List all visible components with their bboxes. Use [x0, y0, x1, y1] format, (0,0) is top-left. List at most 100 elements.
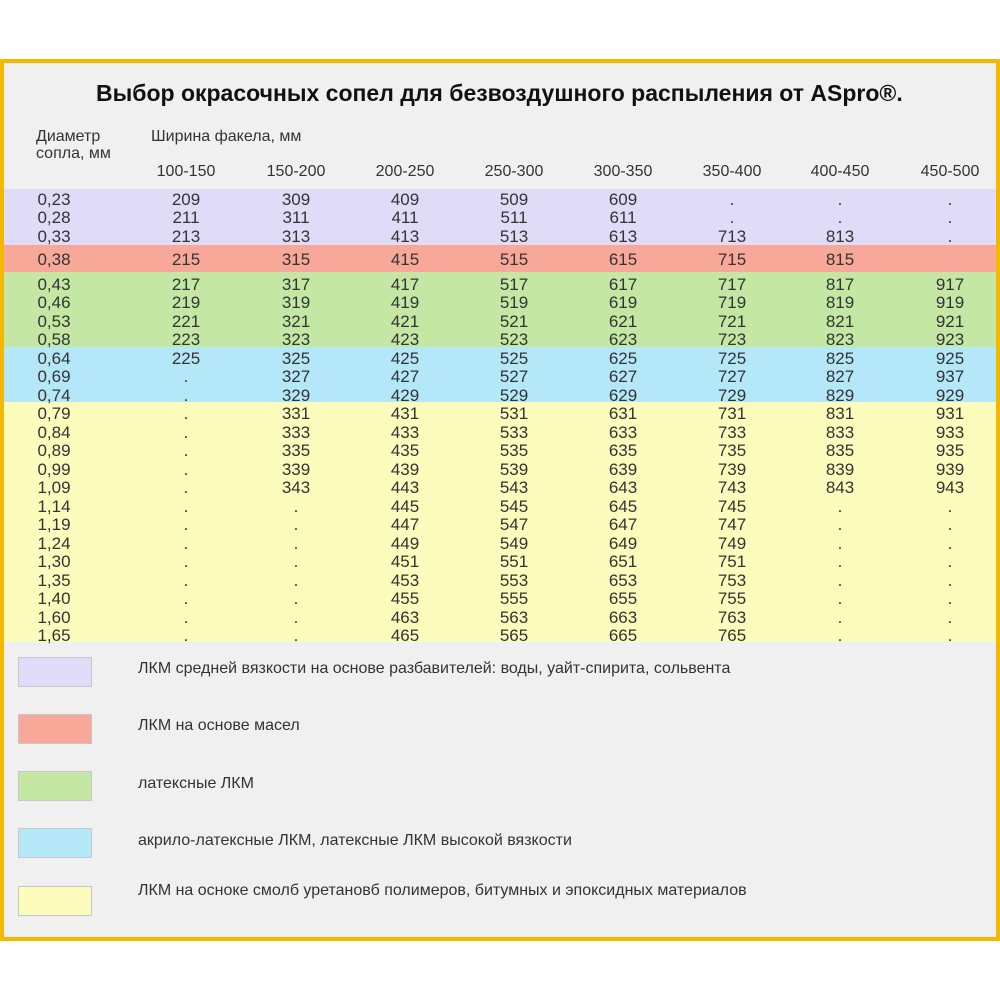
nozzle-code-cell: 721: [717, 312, 747, 331]
nozzle-code-cell: 511: [500, 208, 528, 227]
nozzle-code-cell: .: [947, 589, 953, 608]
nozzle-code-cell: 221: [171, 312, 201, 331]
nozzle-diameter-cell: 0,74: [37, 386, 71, 405]
nozzle-code-cell: 417: [390, 275, 420, 294]
nozzle-code-cell: 463: [390, 608, 420, 627]
nozzle-code-cell: 821: [825, 312, 855, 331]
nozzle-code-cell: 439: [390, 460, 420, 479]
nozzle-code-cell: 425: [390, 349, 420, 368]
legend-label: латексные ЛКМ: [138, 775, 254, 792]
nozzle-code-cell: 723: [717, 330, 747, 349]
nozzle-code-cell: .: [837, 190, 843, 209]
nozzle-diameter-cell: 0,28: [37, 208, 71, 227]
nozzle-code-cell: 645: [608, 497, 638, 516]
nozzle-code-cell: .: [293, 497, 299, 516]
width-range-header: 200-250: [375, 163, 435, 180]
nozzle-diameter-cell: 1,65: [37, 626, 71, 645]
nozzle-code-cell: 319: [281, 293, 311, 312]
nozzle-code-cell: .: [837, 208, 843, 227]
width-range-header: 450-500: [920, 163, 980, 180]
width-range-header: 300-350: [593, 163, 653, 180]
nozzle-code-cell: 939: [935, 460, 965, 479]
nozzle-diameter-cell: 0,89: [37, 441, 71, 460]
nozzle-code-cell: .: [837, 534, 843, 553]
nozzle-code-cell: 753: [717, 571, 747, 590]
nozzle-code-cell: 313: [281, 227, 311, 246]
nozzle-code-cell: 323: [281, 330, 311, 349]
nozzle-code-cell: 929: [935, 386, 965, 405]
nozzle-code-cell: .: [183, 478, 189, 497]
nozzle-diameter-cell: 1,19: [37, 515, 71, 534]
nozzle-code-cell: 639: [608, 460, 638, 479]
nozzle-code-cell: 531: [499, 404, 529, 423]
nozzle-code-cell: .: [293, 515, 299, 534]
nozzle-diameter-cell: 0,58: [37, 330, 71, 349]
nozzle-code-cell: 513: [499, 227, 529, 246]
nozzle-code-cell: 829: [825, 386, 855, 405]
nozzle-code-cell: 217: [171, 275, 201, 294]
nozzle-code-cell: 343: [281, 478, 311, 497]
nozzle-code-cell: .: [183, 386, 189, 405]
nozzle-code-cell: 931: [935, 404, 965, 423]
nozzle-code-cell: 335: [281, 441, 311, 460]
nozzle-code-cell: 527: [499, 367, 529, 386]
nozzle-code-cell: 565: [499, 626, 529, 645]
nozzle-code-cell: .: [293, 552, 299, 571]
yellow-band: [4, 402, 996, 642]
nozzle-diameter-cell: 0,84: [37, 423, 71, 442]
nozzle-code-cell: 625: [608, 349, 638, 368]
nozzle-code-cell: .: [183, 367, 189, 386]
nozzle-code-cell: 521: [499, 312, 529, 331]
nozzle-code-cell: 635: [608, 441, 638, 460]
nozzle-code-cell: 943: [935, 478, 965, 497]
nozzle-code-cell: 719: [717, 293, 747, 312]
nozzle-code-cell: .: [729, 208, 735, 227]
nozzle-code-cell: .: [837, 608, 843, 627]
nozzle-code-cell: 755: [717, 589, 747, 608]
nozzle-code-cell: 415: [390, 250, 420, 269]
nozzle-code-cell: .: [837, 552, 843, 571]
nozzle-code-cell: 549: [499, 534, 529, 553]
nozzle-code-cell: 727: [717, 367, 747, 386]
nozzle-code-cell: 725: [717, 349, 747, 368]
nozzle-code-cell: 729: [717, 386, 747, 405]
nozzle-code-cell: 309: [281, 190, 311, 209]
nozzle-code-cell: .: [183, 608, 189, 627]
legend-label: акрило-латексные ЛКМ, латексные ЛКМ высо…: [138, 832, 572, 849]
nozzle-code-cell: 215: [171, 250, 201, 269]
nozzle-code-cell: 621: [608, 312, 638, 331]
width-range-header: 100-150: [156, 163, 216, 180]
nozzle-code-cell: 825: [825, 349, 855, 368]
nozzle-code-cell: 665: [608, 626, 638, 645]
nozzle-code-cell: 647: [608, 515, 638, 534]
nozzle-code-cell: 325: [281, 349, 311, 368]
nozzle-code-cell: 651: [608, 552, 638, 571]
nozzle-diameter-cell: 1,14: [37, 497, 71, 516]
green-band: [4, 272, 996, 347]
nozzle-code-cell: 409: [390, 190, 420, 209]
nozzle-code-cell: 921: [935, 312, 965, 331]
nozzle-code-cell: .: [183, 589, 189, 608]
nozzle-code-cell: 917: [935, 275, 965, 294]
nozzle-diameter-cell: 0,43: [37, 275, 71, 294]
nozzle-code-cell: 749: [717, 534, 747, 553]
nozzle-code-cell: 649: [608, 534, 638, 553]
nozzle-diameter-cell: 0,99: [37, 460, 71, 479]
nozzle-code-cell: 817: [825, 275, 855, 294]
nozzle-code-cell: 619: [608, 293, 638, 312]
nozzle-code-cell: 551: [499, 552, 529, 571]
nozzle-code-cell: .: [947, 190, 953, 209]
nozzle-code-cell: 745: [717, 497, 747, 516]
nozzle-code-cell: 449: [390, 534, 420, 553]
nozzle-code-cell: 435: [390, 441, 420, 460]
nozzle-code-cell: 765: [717, 626, 747, 645]
nozzle-code-cell: .: [837, 626, 843, 645]
nozzle-code-cell: 419: [390, 293, 420, 312]
nozzle-code-cell: 553: [499, 571, 529, 590]
nozzle-diameter-cell: 0,33: [37, 227, 71, 246]
nozzle-code-cell: 423: [390, 330, 420, 349]
nozzle-code-cell: .: [947, 626, 953, 645]
nozzle-code-cell: 823: [825, 330, 855, 349]
nozzle-diameter-cell: 0,79: [37, 404, 71, 423]
nozzle-code-cell: .: [183, 626, 189, 645]
